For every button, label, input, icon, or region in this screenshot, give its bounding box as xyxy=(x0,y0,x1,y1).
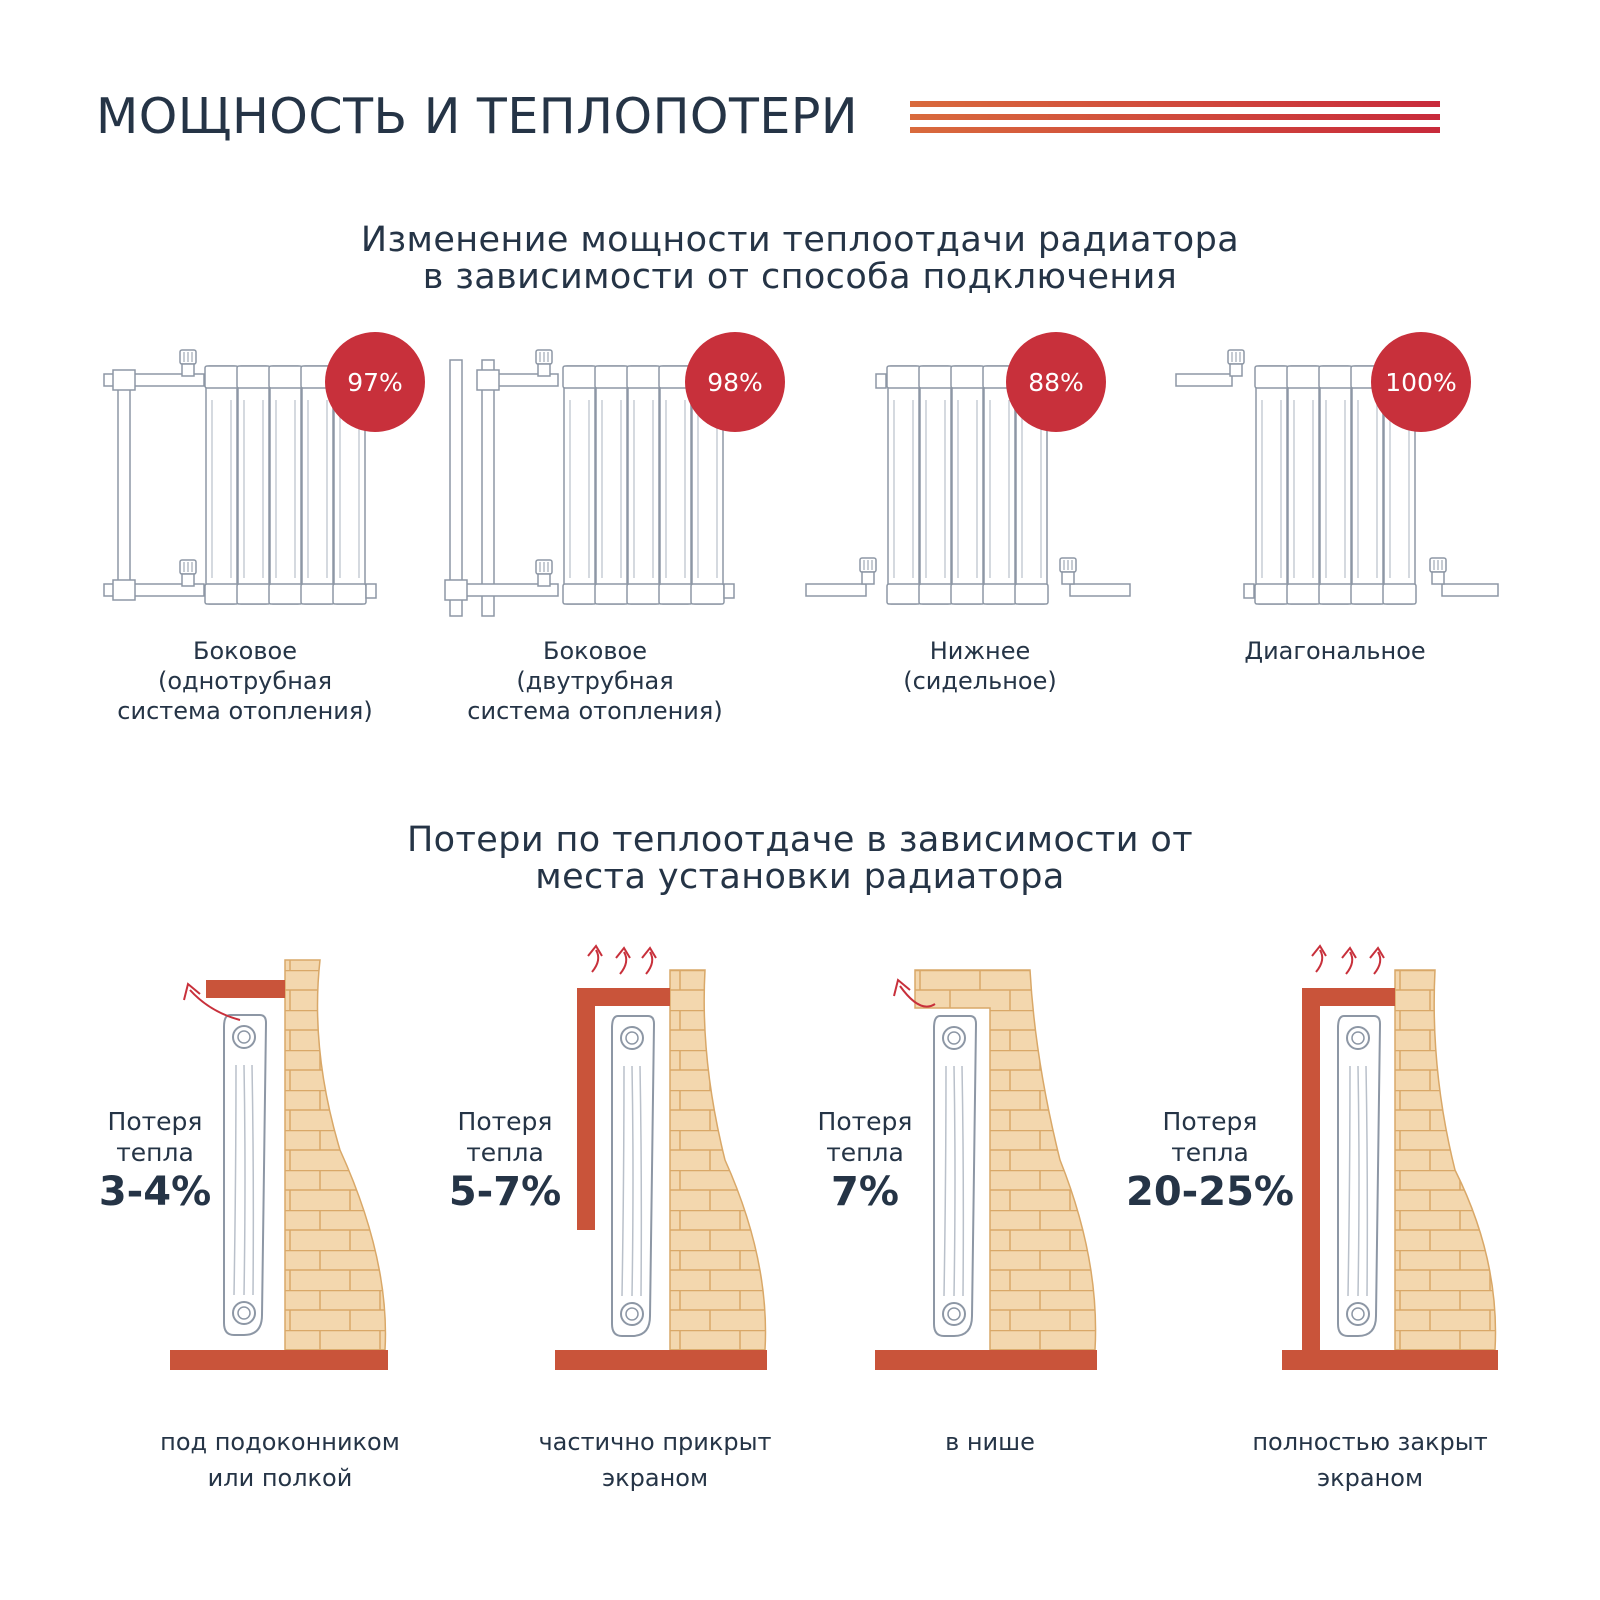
radiator-bottom: 88% xyxy=(805,332,1131,605)
radiator-side-one-pipe: 97% xyxy=(103,332,425,605)
loss-caption-1-line-1: Потеря xyxy=(107,1107,203,1136)
loss-block-3: Потеря тепла 7% xyxy=(790,1106,940,1216)
badge-100-icon xyxy=(1371,332,1471,432)
placement-label-4-line-1: полностью закрыт xyxy=(1252,1428,1488,1456)
placement-label-3: в нише xyxy=(880,1424,1100,1460)
placement-title-line-1: Потери по теплоотдаче в зависимости от xyxy=(406,820,1194,860)
placement-label-4-line-2: экраном xyxy=(1316,1464,1424,1492)
badge-98-icon xyxy=(685,332,785,432)
placement-label-1-line-1: под подоконником xyxy=(160,1428,400,1456)
loss-block-2: Потеря тепла 5-7% xyxy=(430,1106,580,1216)
loss-value-2: 5-7% xyxy=(448,1169,562,1215)
connection-label-2-line-2: (двутрубная xyxy=(516,667,674,695)
loss-value-3: 7% xyxy=(831,1169,899,1215)
placement-title-line-2: места установки радиатора xyxy=(535,857,1065,897)
connection-label-3-line-1: Нижнее xyxy=(929,637,1031,665)
placement-label-1-line-2: или полкой xyxy=(207,1464,353,1492)
connection-label-4: Диагональное xyxy=(1180,636,1490,666)
connection-section-title: Изменение мощности теплоотдачи радиатора… xyxy=(0,222,1600,296)
connection-label-4-line-1: Диагональное xyxy=(1244,637,1426,665)
loss-caption-3-line-2: тепла xyxy=(826,1138,904,1167)
placement-label-2: частично прикрыт экраном xyxy=(500,1424,810,1496)
loss-caption-1-line-2: тепла xyxy=(116,1138,194,1167)
connection-label-3-line-2: (сидельное) xyxy=(903,667,1057,695)
badge-88-icon xyxy=(1006,332,1106,432)
radiator-side-two-pipe: 98% xyxy=(444,332,785,617)
svg-text:97%: 97% xyxy=(347,368,403,397)
connection-label-1-line-1: Боковое xyxy=(193,637,297,665)
connection-label-2-line-1: Боковое xyxy=(543,637,647,665)
placement-diagrams xyxy=(170,945,1498,1370)
connection-label-2-line-3: система отопления) xyxy=(467,697,723,725)
radiator-diagonal: 100% xyxy=(1175,332,1499,605)
connection-label-1: Боковое (однотрубная система отопления) xyxy=(90,636,400,726)
placement-label-2-line-1: частично прикрыт xyxy=(538,1428,772,1456)
placement-under-sill xyxy=(170,959,388,1370)
connection-label-1-line-3: система отопления) xyxy=(117,697,373,725)
svg-text:98%: 98% xyxy=(707,368,763,397)
connection-label-1-line-2: (однотрубная xyxy=(157,667,333,695)
placement-section-title: Потери по теплоотдаче в зависимости от м… xyxy=(0,822,1600,896)
placement-label-4: полностью закрыт экраном xyxy=(1210,1424,1530,1496)
placement-label-1: под подоконником или полкой xyxy=(130,1424,430,1496)
loss-caption-3-line-1: Потеря xyxy=(817,1107,913,1136)
loss-block-4: Потеря тепла 20-25% xyxy=(1105,1106,1315,1216)
loss-caption-2-line-2: тепла xyxy=(466,1138,544,1167)
connection-diagrams: 97% 98% 88% xyxy=(103,332,1499,617)
svg-text:100%: 100% xyxy=(1385,368,1456,397)
placement-label-2-line-2: экраном xyxy=(601,1464,709,1492)
loss-caption-4-line-1: Потеря xyxy=(1162,1107,1258,1136)
connection-title-line-1: Изменение мощности теплоотдачи радиатора xyxy=(360,220,1240,260)
placement-full-screen xyxy=(1282,945,1498,1370)
page-title: МОЩНОСТЬ И ТЕПЛОПОТЕРИ xyxy=(96,88,859,145)
badge-97-icon xyxy=(325,332,425,432)
connection-label-3: Нижнее (сидельное) xyxy=(830,636,1130,696)
loss-value-4: 20-25% xyxy=(1125,1169,1294,1215)
placement-niche xyxy=(875,969,1097,1370)
loss-block-1: Потеря тепла 3-4% xyxy=(80,1106,230,1216)
loss-caption-4-line-2: тепла xyxy=(1171,1138,1249,1167)
placement-partial-screen xyxy=(555,945,767,1370)
connection-label-2: Боковое (двутрубная система отопления) xyxy=(440,636,750,726)
connection-title-line-2: в зависимости от способа подключения xyxy=(422,257,1178,297)
svg-text:88%: 88% xyxy=(1028,368,1084,397)
loss-caption-2-line-1: Потеря xyxy=(457,1107,553,1136)
loss-value-1: 3-4% xyxy=(98,1169,212,1215)
placement-label-3-line-1: в нише xyxy=(945,1428,1035,1456)
title-stripes xyxy=(910,101,1440,133)
